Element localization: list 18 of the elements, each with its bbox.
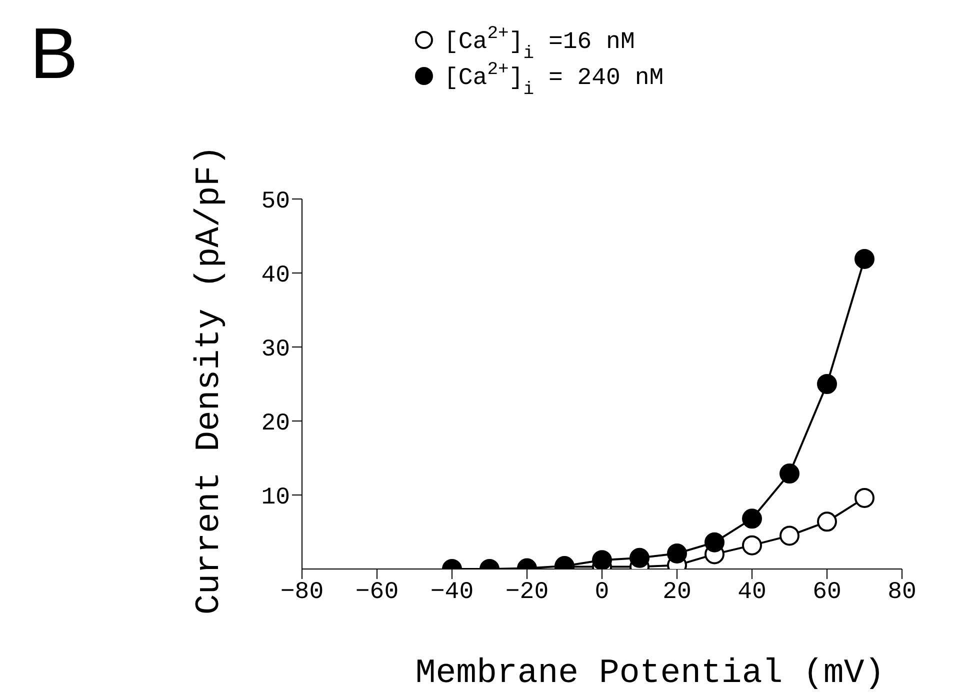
y-tick-label: 50	[261, 188, 290, 216]
x-tick-label: −20	[505, 579, 549, 606]
x-tick-label: −80	[280, 579, 324, 606]
x-tick-label: 60	[812, 579, 842, 606]
x-tick-label: 80	[888, 579, 916, 606]
x-tick-label: 20	[662, 579, 692, 606]
y-tick-label: 40	[261, 262, 290, 290]
x-tick-label: 0	[594, 579, 610, 606]
x-tick-label: −60	[355, 579, 399, 606]
y-tick-label: 30	[261, 336, 290, 364]
chart-title: B	[30, 14, 78, 94]
y-tick-label: 20	[261, 410, 290, 438]
legend-label: [Ca$^{2+}$]$_{i}$ = 240 nM	[444, 60, 664, 100]
y-axis-title: Current Density (pA/pF)	[191, 145, 229, 615]
y-tick-label: 10	[261, 484, 290, 512]
x-tick-label: 40	[738, 579, 766, 606]
x-axis-title: Membrane Potential (mV)	[415, 655, 885, 693]
x-tick-label: −40	[430, 579, 474, 606]
